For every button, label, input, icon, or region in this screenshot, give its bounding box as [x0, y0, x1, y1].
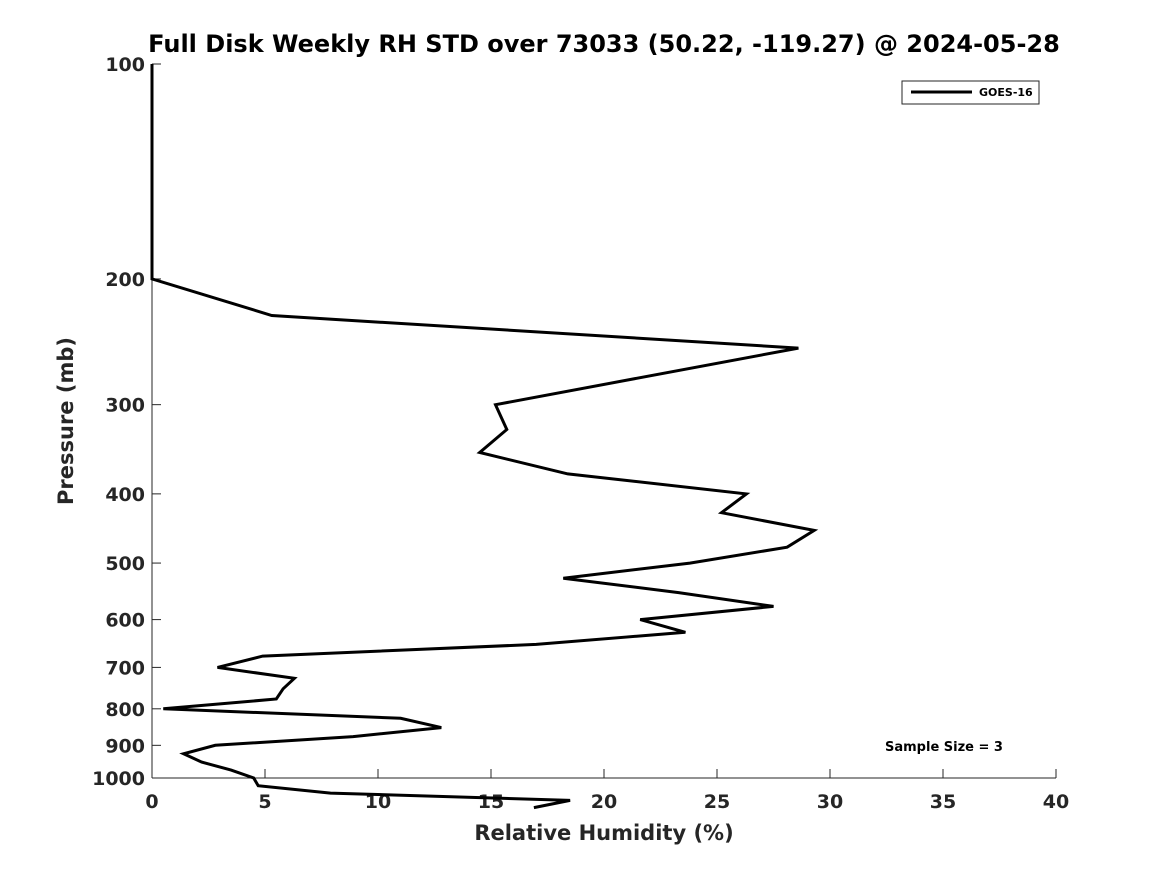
sample-size-annotation: Sample Size = 3: [885, 740, 1003, 755]
chart-title: Full Disk Weekly RH STD over 73033 (50.2…: [148, 30, 1060, 58]
x-tick-label-0: 0: [145, 791, 158, 813]
y-tick-label-600: 600: [105, 610, 145, 632]
y-tick-label-700: 700: [105, 657, 145, 679]
series-points: [151, 63, 815, 808]
y-tick-label-500: 500: [105, 553, 145, 575]
plot-area: 0 5 10 15 20 25 30 35 40 100 200 300 400 500 600 700 80…: [92, 54, 1069, 813]
x-axis-ticks: 0 5 10 15 20 25 30 35 40: [145, 769, 1069, 813]
x-tick-label-40: 40: [1043, 791, 1069, 813]
y-tick-label-200: 200: [105, 269, 145, 291]
x-tick-label-20: 20: [591, 791, 617, 813]
y-tick-label-1000: 1000: [92, 768, 145, 790]
x-tick-label-30: 30: [817, 791, 843, 813]
y-tick-label-300: 300: [105, 395, 145, 417]
x-tick-label-25: 25: [704, 791, 730, 813]
y-tick-label-100: 100: [105, 54, 145, 76]
legend-label-goes-16: GOES-16: [979, 86, 1033, 99]
y-axis-ticks: 100 200 300 400 500 600 700 800 900 1000: [92, 54, 161, 790]
y-axis-label: Pressure (mb): [54, 337, 78, 505]
x-tick-label-35: 35: [930, 791, 956, 813]
x-axis-label: Relative Humidity (%): [474, 821, 733, 845]
series-line-goes-16: [150, 64, 819, 810]
y-tick-label-800: 800: [105, 699, 145, 721]
x-tick-label-5: 5: [258, 791, 271, 813]
legend: GOES-16: [901, 80, 1040, 105]
x-tick-label-10: 10: [365, 791, 391, 813]
y-tick-label-400: 400: [105, 484, 145, 506]
x-tick-label-15: 15: [478, 791, 504, 813]
y-tick-label-900: 900: [105, 735, 145, 757]
